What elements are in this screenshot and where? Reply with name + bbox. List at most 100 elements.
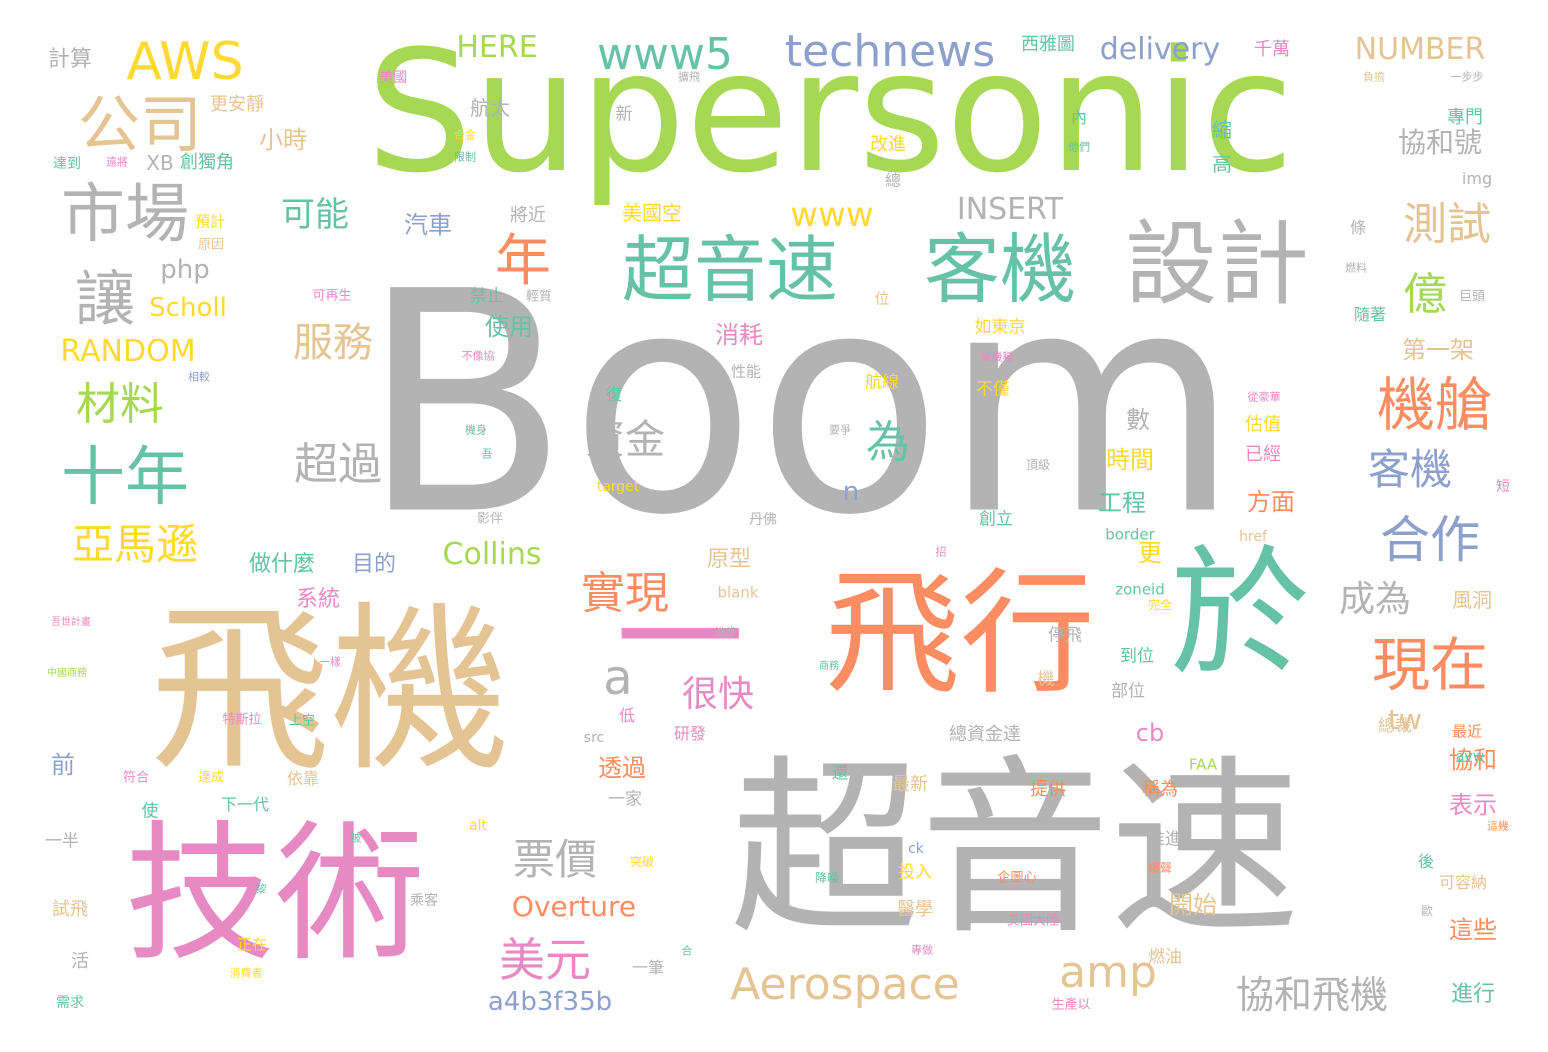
word-jicang: 機艙 (1376, 371, 1494, 439)
word-cb: cb (1135, 719, 1165, 747)
word-xiaoshi: 小時 (259, 126, 307, 154)
word-dacheng: 達成 (197, 770, 225, 786)
word-xiyatu: 西雅圖 (1021, 34, 1075, 55)
word-kaishi: 開始 (1169, 891, 1217, 919)
word-fuhe: 符合 (122, 770, 150, 786)
word-n: n (842, 477, 860, 507)
word-henkuai: 很快 (681, 674, 755, 715)
word-wushijihua: 吾世計畫 (51, 617, 91, 628)
word-amp: amp (1059, 947, 1157, 998)
word-yikao: 依靠 (286, 769, 320, 788)
word-yanfa: 研發 (673, 724, 707, 743)
word-jiangzao: 降噪 (814, 871, 840, 885)
word-www5: www5 (597, 29, 733, 80)
word-shixian: 實現 (581, 568, 669, 619)
word-aws: AWS (126, 32, 244, 92)
word-src: src (583, 730, 605, 746)
word-xuqiu: 需求 (56, 995, 84, 1011)
word-faa: FAA (1188, 755, 1218, 774)
word-jishen: 機身 (465, 423, 487, 437)
word-rudongjing: 如東京 (974, 317, 1026, 338)
word-shijian: 時間 (1106, 446, 1154, 474)
word-meiyuan: 美元 (499, 933, 591, 987)
word-qian: 前 (51, 751, 75, 779)
word-wanquan: 完全 (1147, 598, 1173, 612)
word-chaoyinsu-large: 超音速 (729, 739, 1301, 960)
word-shangwu: 商務 (819, 661, 839, 672)
word-duan: 短 (1496, 479, 1510, 495)
word-random: RANDOM (60, 334, 196, 369)
word-ranliao: 燃料 (1345, 261, 1367, 275)
word-rang: 讓 (75, 265, 135, 335)
word-meiguodalu: 美國大陸 (1006, 913, 1060, 929)
word-a4b3f35b: a4b3f35b (487, 987, 613, 1017)
word-yuanxing: 原型 (706, 547, 752, 572)
word-zhengzai: 正在 (236, 935, 268, 954)
word-piaojia: 票價 (512, 835, 598, 884)
word-qingzhi: 輕質 (525, 289, 553, 305)
word-yibubu: 一步步 (1450, 70, 1484, 84)
word-diyijia: 第一架 (1402, 336, 1474, 364)
word-yuji: 預計 (194, 212, 226, 231)
word-geng: 更 (1138, 539, 1162, 567)
word-boom: Boom (360, 226, 1240, 582)
word-xiehe: 協和 (1449, 746, 1497, 774)
word-zoneid: zoneid (1115, 580, 1165, 599)
word-img: img (1461, 169, 1493, 188)
word-zuixin: 最新 (892, 774, 928, 795)
word-yuanjiang: 遠將 (106, 155, 128, 169)
word-gongsi: 公司 (77, 88, 203, 161)
word-chaoyinsu-teal: 超音速 (621, 228, 839, 312)
word-collins: Collins (442, 537, 542, 572)
word-overture: Overture (511, 890, 637, 923)
word-blank: blank (717, 583, 759, 602)
word-fangmian: 方面 (1247, 488, 1295, 516)
word-hou: 後 (1417, 852, 1435, 871)
word-fu: 復 (605, 385, 623, 404)
word-dadao: 達到 (53, 156, 81, 172)
word-huo: 活 (71, 951, 89, 972)
word-di: 低 (618, 706, 636, 725)
word-fudan: 負擔 (1363, 70, 1385, 84)
word-ceshi: 測試 (1403, 199, 1491, 250)
word-zhao: 招 (935, 545, 947, 559)
word-xiaofeizhe: 消費者 (229, 966, 263, 980)
word-avw: avw (1455, 749, 1485, 765)
word-shinian: 十年 (61, 441, 189, 515)
word-tupo: 突破 (629, 855, 655, 869)
word-php: php (160, 255, 210, 285)
word-yi: 億 (1403, 269, 1447, 320)
word-shichang: 市場 (61, 178, 189, 252)
word-wei-small: 位 (874, 289, 890, 308)
word-li: 黎 (255, 882, 267, 896)
word-feiji: 飛機 (149, 587, 511, 796)
word-shiyong: 使用 (485, 313, 533, 341)
word-zongzijinda: 總資金達 (949, 724, 1021, 745)
word-danfo: 丹佛 (749, 512, 777, 528)
word-yu: 於 (1169, 533, 1311, 696)
word-buwei: 部位 (1111, 681, 1145, 702)
word-tamen: 他們 (1068, 140, 1090, 154)
word-yixue: 醫學 (897, 899, 933, 920)
word-meiguokong: 美國空 (622, 201, 682, 225)
word-gengaanjing: 更安靜 (210, 94, 264, 115)
word-nei: 內 (1070, 108, 1088, 127)
word-yijing: 已經 (1245, 444, 1281, 465)
word-jinzhi: 禁止 (470, 286, 504, 307)
word-shifei: 試飛 (52, 899, 88, 920)
word-delivery: delivery (1099, 32, 1221, 67)
word-hezuo: 合作 (1380, 511, 1480, 569)
word-biaoshi: 表示 (1449, 791, 1497, 819)
word-kuofei: 擴飛 (678, 70, 700, 84)
word-jishu: 技術 (124, 808, 426, 982)
word-qiche: 汽車 (404, 211, 452, 239)
word-number: NUMBER (1354, 32, 1486, 67)
word-xb: XB (146, 151, 174, 175)
word-suo: 縮 (1212, 118, 1232, 142)
word-supersonic: Supersonic (365, 14, 1295, 210)
word-jinbu: 進步 (715, 625, 737, 639)
word-chuangdujiao: 創獨角 (180, 152, 234, 173)
word-scholl: Scholl (149, 293, 227, 323)
word-xitong: 系統 (295, 587, 341, 612)
